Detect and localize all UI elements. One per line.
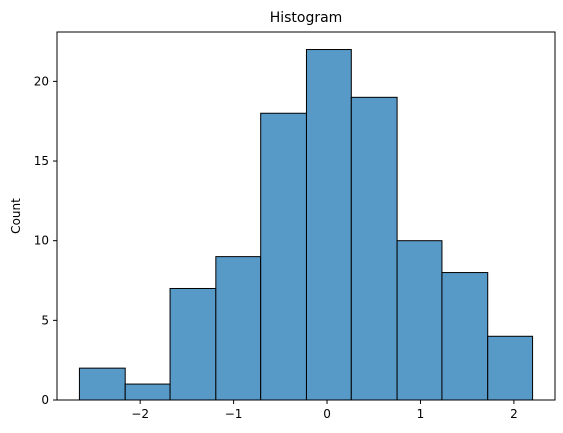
y-axis-label: Count — [9, 198, 23, 234]
y-tick-label: 15 — [34, 154, 49, 168]
x-tick-label: 1 — [417, 407, 425, 421]
y-tick-label: 20 — [34, 74, 49, 88]
histogram-bar — [396, 240, 443, 401]
y-tick-label: 0 — [41, 393, 49, 407]
bars-group — [78, 49, 534, 401]
y-tick-label: 5 — [41, 313, 49, 327]
x-tick-label: 2 — [510, 407, 518, 421]
x-tick-label: −2 — [131, 407, 149, 421]
histogram-bar — [124, 383, 171, 401]
chart-title: Histogram — [270, 10, 343, 26]
histogram-bar — [350, 96, 398, 401]
histogram-bar — [487, 335, 534, 401]
x-tick-label: 0 — [323, 407, 331, 421]
histogram-bar — [215, 256, 262, 401]
histogram-bar — [305, 49, 352, 401]
plot-frame — [56, 31, 556, 401]
y-tick-label: 10 — [34, 234, 49, 248]
y-axis-ticks: 0 5 10 15 20 — [34, 74, 57, 407]
x-tick-label: −1 — [225, 407, 243, 421]
histogram-bar — [441, 272, 489, 401]
histogram-bar — [78, 367, 126, 401]
histogram-bar — [169, 287, 217, 401]
histogram-bar — [260, 112, 307, 401]
x-axis-ticks: −2 −1 0 1 2 — [131, 400, 518, 421]
